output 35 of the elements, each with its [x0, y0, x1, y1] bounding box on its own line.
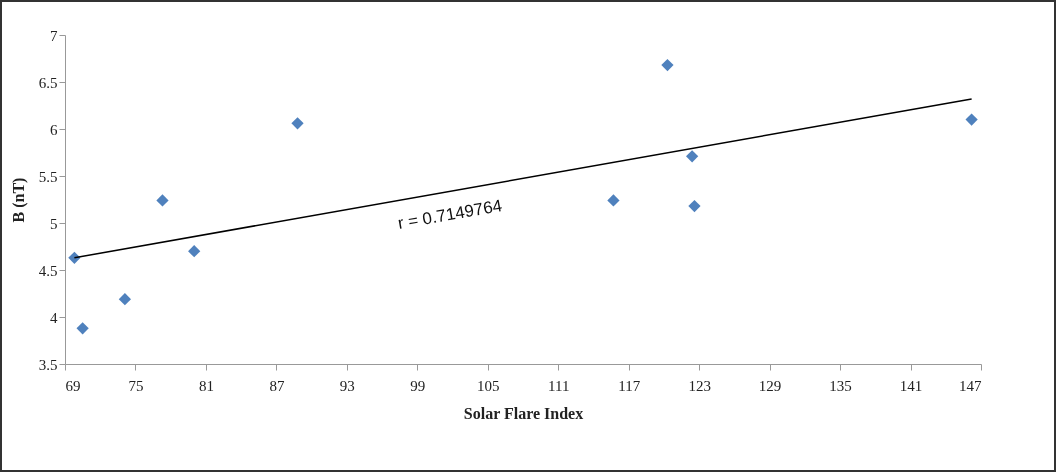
point: [76, 322, 89, 335]
x-tick-label: 111: [548, 377, 570, 394]
y-tick-label: 6.5: [38, 74, 58, 91]
y-tick-label: 7: [50, 27, 58, 44]
x-tick-label: 123: [688, 377, 711, 394]
point: [156, 194, 169, 207]
point: [188, 245, 201, 258]
y-tick-label: 4: [50, 309, 58, 326]
y-tick-label: 6: [50, 121, 58, 138]
x-tick-label: 117: [618, 377, 641, 394]
x-tick-label: 87: [269, 377, 285, 394]
point: [118, 293, 132, 306]
point: [685, 150, 699, 163]
x-tick-label: 81: [198, 377, 214, 394]
x-tick-label: 135: [829, 377, 852, 394]
x-tick-label: 141: [899, 377, 923, 394]
annotation: r = 0.7149764: [396, 196, 504, 234]
x-tick-label: 129: [758, 377, 782, 394]
y-axis-title: B (nT): [9, 177, 28, 223]
x-tick-label: 147: [959, 377, 982, 394]
x-tick-label: 93: [339, 377, 355, 394]
point: [607, 194, 620, 207]
point: [688, 199, 701, 213]
y-tick-label: 3.5: [38, 356, 58, 373]
point: [965, 113, 978, 126]
x-tick-label: 105: [477, 377, 500, 394]
point: [661, 58, 674, 72]
x-tick-label: 99: [410, 377, 426, 394]
x-axis-title: Solar Flare Index: [463, 404, 584, 422]
x-tick-label: 69: [65, 377, 81, 394]
x-tick-label: 75: [128, 377, 144, 394]
y-tick-label: 5.5: [38, 168, 58, 185]
y-tick-label: 4.5: [38, 262, 58, 279]
point: [291, 117, 304, 130]
y-tick-label: 5: [50, 215, 58, 232]
